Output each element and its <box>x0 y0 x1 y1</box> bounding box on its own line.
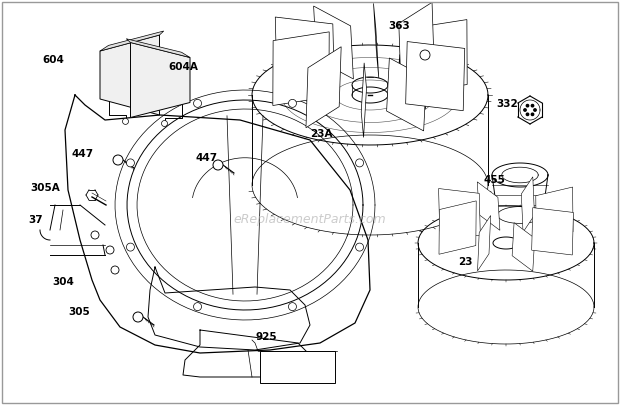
Circle shape <box>161 121 167 126</box>
Polygon shape <box>126 39 190 58</box>
Polygon shape <box>100 35 159 115</box>
FancyBboxPatch shape <box>260 351 335 383</box>
Circle shape <box>106 246 114 254</box>
Circle shape <box>531 113 534 115</box>
Circle shape <box>531 104 534 107</box>
Polygon shape <box>314 6 353 79</box>
Polygon shape <box>405 42 465 111</box>
Text: 447: 447 <box>72 149 94 159</box>
Polygon shape <box>439 201 476 254</box>
Polygon shape <box>536 187 573 241</box>
Text: 447: 447 <box>196 153 218 163</box>
Circle shape <box>193 303 202 311</box>
Text: 332: 332 <box>496 99 518 109</box>
Text: 925: 925 <box>256 332 278 342</box>
Polygon shape <box>100 31 164 51</box>
Circle shape <box>91 231 99 239</box>
Circle shape <box>355 159 363 167</box>
Polygon shape <box>275 17 334 86</box>
Circle shape <box>534 109 536 111</box>
Polygon shape <box>532 208 574 255</box>
Text: 23A: 23A <box>310 129 332 139</box>
Polygon shape <box>512 223 534 271</box>
Text: 604: 604 <box>42 55 64 65</box>
Circle shape <box>133 312 143 322</box>
Text: 305: 305 <box>68 307 90 317</box>
Circle shape <box>524 109 526 111</box>
Text: 455: 455 <box>484 175 506 185</box>
Circle shape <box>123 118 128 124</box>
Polygon shape <box>373 3 379 78</box>
Text: 604A: 604A <box>168 62 198 72</box>
Circle shape <box>288 303 296 311</box>
Circle shape <box>213 160 223 170</box>
Text: 305A: 305A <box>30 183 60 193</box>
Text: 23: 23 <box>458 257 472 267</box>
Text: 304: 304 <box>52 277 74 287</box>
Polygon shape <box>273 32 329 106</box>
Circle shape <box>526 113 529 115</box>
Polygon shape <box>477 215 490 271</box>
Polygon shape <box>438 189 480 236</box>
Circle shape <box>288 99 296 107</box>
Circle shape <box>126 243 135 251</box>
Circle shape <box>193 99 202 107</box>
Circle shape <box>420 50 430 60</box>
Text: 37: 37 <box>28 215 43 225</box>
Polygon shape <box>411 19 467 93</box>
Text: 363: 363 <box>388 21 410 31</box>
Polygon shape <box>361 63 366 137</box>
Polygon shape <box>399 2 434 83</box>
Circle shape <box>355 243 363 251</box>
Circle shape <box>111 266 119 274</box>
Polygon shape <box>521 177 534 232</box>
Polygon shape <box>387 58 427 131</box>
Circle shape <box>126 159 135 167</box>
Polygon shape <box>130 43 190 117</box>
Circle shape <box>526 104 529 107</box>
Circle shape <box>113 155 123 165</box>
Text: eReplacementParts.com: eReplacementParts.com <box>234 213 386 226</box>
Polygon shape <box>306 47 341 128</box>
Polygon shape <box>477 182 500 230</box>
